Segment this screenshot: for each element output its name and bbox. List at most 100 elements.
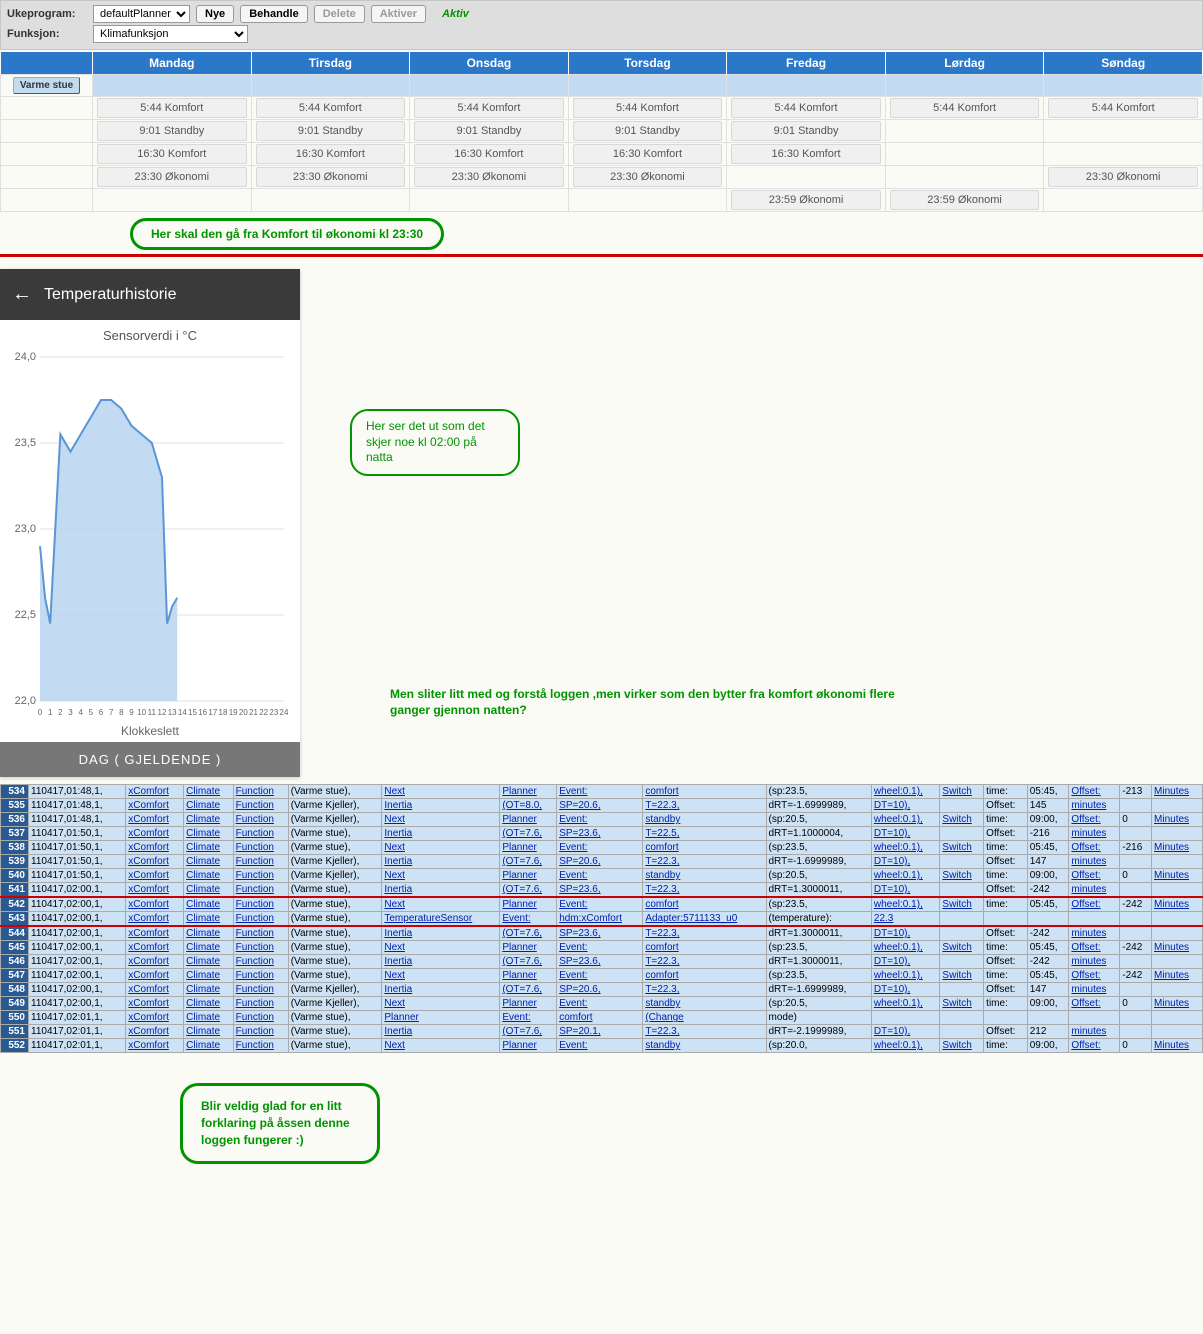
schedule-slot[interactable]: 23:30 Økonomi bbox=[573, 167, 723, 187]
log-link[interactable]: Climate bbox=[186, 800, 220, 811]
schedule-slot-cell[interactable] bbox=[727, 166, 886, 189]
log-link[interactable]: Function bbox=[236, 800, 274, 811]
schedule-slot[interactable]: 23:59 Økonomi bbox=[890, 190, 1040, 210]
log-link[interactable]: Inertia bbox=[384, 928, 412, 939]
log-link[interactable]: Planner bbox=[384, 1012, 418, 1023]
log-link[interactable]: xComfort bbox=[128, 828, 169, 839]
nye-button[interactable]: Nye bbox=[196, 5, 234, 23]
log-link[interactable]: Climate bbox=[186, 1026, 220, 1037]
log-link[interactable]: xComfort bbox=[128, 1026, 169, 1037]
log-link[interactable]: Planner bbox=[502, 942, 536, 953]
schedule-slot[interactable]: 9:01 Standby bbox=[256, 121, 406, 141]
schedule-slot-cell[interactable]: 5:44 Komfort bbox=[1044, 97, 1203, 120]
log-link[interactable]: minutes bbox=[1071, 828, 1106, 839]
schedule-slot-cell[interactable] bbox=[1044, 143, 1203, 166]
log-link[interactable]: xComfort bbox=[128, 870, 169, 881]
schedule-slot-cell[interactable]: 16:30 Komfort bbox=[410, 143, 569, 166]
schedule-slot[interactable]: 5:44 Komfort bbox=[890, 98, 1040, 118]
log-link[interactable]: wheel:0.1), bbox=[874, 970, 923, 981]
log-link[interactable]: SP=20.1, bbox=[559, 1026, 600, 1037]
schedule-slot-cell[interactable]: 23:59 Økonomi bbox=[885, 189, 1044, 212]
schedule-slot-cell[interactable]: 9:01 Standby bbox=[410, 120, 569, 143]
log-link[interactable]: Climate bbox=[186, 942, 220, 953]
log-link[interactable]: Climate bbox=[186, 928, 220, 939]
log-link[interactable]: DT=10), bbox=[874, 800, 910, 811]
log-link[interactable]: Next bbox=[384, 899, 405, 910]
log-link[interactable]: Minutes bbox=[1154, 970, 1189, 981]
schedule-daycell[interactable] bbox=[410, 75, 569, 97]
log-link[interactable]: Climate bbox=[186, 814, 220, 825]
log-link[interactable]: Climate bbox=[186, 842, 220, 853]
log-link[interactable]: Event: bbox=[502, 1012, 530, 1023]
log-link[interactable]: Function bbox=[236, 942, 274, 953]
log-link[interactable]: Function bbox=[236, 970, 274, 981]
log-link[interactable]: Offset: bbox=[1071, 786, 1100, 797]
log-link[interactable]: Function bbox=[236, 928, 274, 939]
log-link[interactable]: Function bbox=[236, 1026, 274, 1037]
schedule-slot-cell[interactable] bbox=[93, 189, 252, 212]
log-link[interactable]: wheel:0.1), bbox=[874, 814, 923, 825]
log-link[interactable]: DT=10), bbox=[874, 956, 910, 967]
log-link[interactable]: SP=23.6, bbox=[559, 956, 600, 967]
log-link[interactable]: T=22.3, bbox=[645, 984, 679, 995]
log-link[interactable]: Planner bbox=[502, 899, 536, 910]
schedule-slot[interactable]: 23:59 Økonomi bbox=[731, 190, 881, 210]
log-link[interactable]: Minutes bbox=[1154, 942, 1189, 953]
log-link[interactable]: xComfort bbox=[128, 814, 169, 825]
log-link[interactable]: Climate bbox=[186, 856, 220, 867]
schedule-slot-cell[interactable] bbox=[410, 189, 569, 212]
log-link[interactable]: Minutes bbox=[1154, 814, 1189, 825]
log-link[interactable]: hdm:xComfort bbox=[559, 913, 622, 924]
log-link[interactable]: Switch bbox=[942, 786, 971, 797]
schedule-slot-cell[interactable] bbox=[568, 189, 727, 212]
log-link[interactable]: Function bbox=[236, 899, 274, 910]
log-link[interactable]: Climate bbox=[186, 956, 220, 967]
log-link[interactable]: Function bbox=[236, 1040, 274, 1051]
log-link[interactable]: comfort bbox=[645, 786, 678, 797]
log-link[interactable]: Climate bbox=[186, 970, 220, 981]
schedule-slot[interactable]: 5:44 Komfort bbox=[731, 98, 881, 118]
schedule-slot-cell[interactable]: 5:44 Komfort bbox=[410, 97, 569, 120]
schedule-slot-cell[interactable] bbox=[1044, 120, 1203, 143]
log-link[interactable]: TemperatureSensor bbox=[384, 913, 472, 924]
log-link[interactable]: xComfort bbox=[128, 899, 169, 910]
log-link[interactable]: Minutes bbox=[1154, 786, 1189, 797]
schedule-slot-cell[interactable]: 5:44 Komfort bbox=[251, 97, 410, 120]
log-link[interactable]: Planner bbox=[502, 814, 536, 825]
log-link[interactable]: Offset: bbox=[1071, 814, 1100, 825]
log-link[interactable]: wheel:0.1), bbox=[874, 998, 923, 1009]
log-link[interactable]: Function bbox=[236, 814, 274, 825]
schedule-slot-cell[interactable]: 5:44 Komfort bbox=[568, 97, 727, 120]
log-link[interactable]: minutes bbox=[1071, 856, 1106, 867]
schedule-slot-cell[interactable]: 23:30 Økonomi bbox=[93, 166, 252, 189]
funksjon-select[interactable]: Klimafunksjon bbox=[93, 25, 248, 43]
log-link[interactable]: comfort bbox=[645, 899, 678, 910]
log-link[interactable]: Climate bbox=[186, 899, 220, 910]
schedule-slot-cell[interactable] bbox=[1044, 189, 1203, 212]
log-link[interactable]: Event: bbox=[559, 814, 587, 825]
log-link[interactable]: Adapter:5711133_u0 bbox=[645, 913, 737, 924]
log-link[interactable]: Climate bbox=[186, 828, 220, 839]
schedule-slot-cell[interactable]: 16:30 Komfort bbox=[251, 143, 410, 166]
log-link[interactable]: Inertia bbox=[384, 800, 412, 811]
log-link[interactable]: (OT=7.6, bbox=[502, 884, 542, 895]
log-link[interactable]: SP=20.6, bbox=[559, 984, 600, 995]
log-link[interactable]: Next bbox=[384, 870, 405, 881]
schedule-slot-cell[interactable]: 23:30 Økonomi bbox=[568, 166, 727, 189]
schedule-daycell[interactable] bbox=[93, 75, 252, 97]
log-link[interactable]: minutes bbox=[1071, 928, 1106, 939]
log-link[interactable]: Function bbox=[236, 913, 274, 924]
log-link[interactable]: Planner bbox=[502, 998, 536, 1009]
schedule-slot[interactable]: 9:01 Standby bbox=[573, 121, 723, 141]
log-link[interactable]: minutes bbox=[1071, 800, 1106, 811]
log-link[interactable]: (Change bbox=[645, 1012, 683, 1023]
log-link[interactable]: Next bbox=[384, 842, 405, 853]
log-link[interactable]: Inertia bbox=[384, 984, 412, 995]
log-link[interactable]: standby bbox=[645, 1040, 680, 1051]
schedule-slot-cell[interactable] bbox=[885, 143, 1044, 166]
log-link[interactable]: (OT=7.6, bbox=[502, 828, 542, 839]
planner-select[interactable]: defaultPlanner bbox=[93, 5, 190, 23]
log-link[interactable]: Function bbox=[236, 856, 274, 867]
aktiver-button[interactable]: Aktiver bbox=[371, 5, 426, 23]
behandle-button[interactable]: Behandle bbox=[240, 5, 308, 23]
